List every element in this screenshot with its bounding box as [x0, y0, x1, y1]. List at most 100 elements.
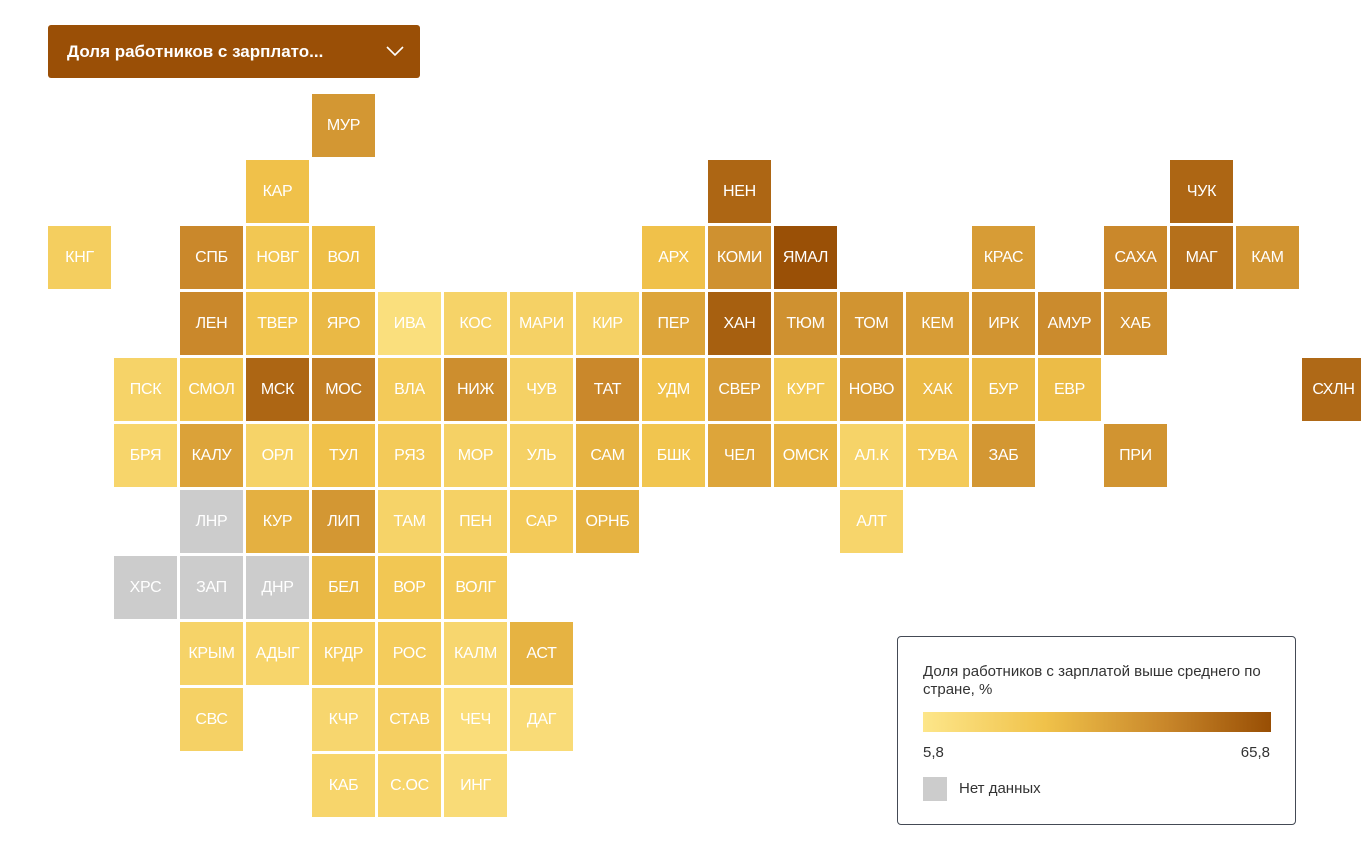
region-tile[interactable]: БЕЛ [312, 556, 375, 619]
region-tile[interactable]: САР [510, 490, 573, 553]
region-tile[interactable]: САХА [1104, 226, 1167, 289]
region-tile[interactable]: СТАВ [378, 688, 441, 751]
region-tile[interactable]: ТАМ [378, 490, 441, 553]
region-tile[interactable]: ЕВР [1038, 358, 1101, 421]
region-tile[interactable]: НОВГ [246, 226, 309, 289]
region-tile[interactable]: МОС [312, 358, 375, 421]
region-tile[interactable]: ЛЕН [180, 292, 243, 355]
region-tile[interactable]: БУР [972, 358, 1035, 421]
region-tile[interactable]: МАРИ [510, 292, 573, 355]
region-tile[interactable]: КОС [444, 292, 507, 355]
region-tile[interactable]: ЧЕЛ [708, 424, 771, 487]
region-tile[interactable]: ПЕН [444, 490, 507, 553]
region-tile[interactable]: КАЛМ [444, 622, 507, 685]
region-tile[interactable]: ЗАБ [972, 424, 1035, 487]
region-tile[interactable]: ОРНБ [576, 490, 639, 553]
region-tile[interactable]: МОР [444, 424, 507, 487]
legend-gradient-bar [923, 712, 1271, 732]
region-tile[interactable]: ЗАП [180, 556, 243, 619]
region-tile[interactable]: ЧУВ [510, 358, 573, 421]
region-tile[interactable]: КАР [246, 160, 309, 223]
region-tile[interactable]: ТВЕР [246, 292, 309, 355]
region-tile[interactable]: АСТ [510, 622, 573, 685]
region-tile[interactable]: АЛТ [840, 490, 903, 553]
region-tile[interactable]: ЧЕЧ [444, 688, 507, 751]
region-tile[interactable]: ВОЛ [312, 226, 375, 289]
region-tile[interactable]: КНГ [48, 226, 111, 289]
region-tile[interactable]: ВОЛГ [444, 556, 507, 619]
region-tile[interactable]: ЛНР [180, 490, 243, 553]
legend-max-label: 65,8 [1240, 744, 1270, 761]
legend-title: Доля работников с зарплатой выше среднег… [923, 663, 1261, 698]
region-tile[interactable]: НЕН [708, 160, 771, 223]
indicator-dropdown[interactable]: Доля работников с зарплато... [48, 25, 420, 78]
region-tile[interactable]: БРЯ [114, 424, 177, 487]
region-tile[interactable]: КРАС [972, 226, 1035, 289]
region-tile[interactable]: СМОЛ [180, 358, 243, 421]
region-tile[interactable]: НОВО [840, 358, 903, 421]
region-tile[interactable]: АДЫГ [246, 622, 309, 685]
region-tile[interactable]: КУРГ [774, 358, 837, 421]
region-tile[interactable]: СВС [180, 688, 243, 751]
region-tile[interactable]: НИЖ [444, 358, 507, 421]
region-tile[interactable]: ДАГ [510, 688, 573, 751]
region-tile[interactable]: ОРЛ [246, 424, 309, 487]
region-tile[interactable]: КРДР [312, 622, 375, 685]
chevron-down-icon [370, 46, 420, 57]
region-tile[interactable]: УЛЬ [510, 424, 573, 487]
region-tile[interactable]: СХЛН [1302, 358, 1361, 421]
region-tile[interactable]: ПРИ [1104, 424, 1167, 487]
region-tile[interactable]: ХАБ [1104, 292, 1167, 355]
region-tile[interactable]: МАГ [1170, 226, 1233, 289]
region-tile[interactable]: МСК [246, 358, 309, 421]
region-tile[interactable]: КИР [576, 292, 639, 355]
region-tile[interactable]: ЯРО [312, 292, 375, 355]
region-tile[interactable]: УДМ [642, 358, 705, 421]
region-tile[interactable]: ХАК [906, 358, 969, 421]
region-tile[interactable]: ЯМАЛ [774, 226, 837, 289]
region-tile[interactable]: КОМИ [708, 226, 771, 289]
region-tile[interactable]: СПБ [180, 226, 243, 289]
no-data-swatch [923, 777, 947, 801]
region-tile[interactable]: КЕМ [906, 292, 969, 355]
legend: Доля работников с зарплатой выше среднег… [897, 636, 1296, 825]
region-tile[interactable]: СВЕР [708, 358, 771, 421]
region-tile[interactable]: ИРК [972, 292, 1035, 355]
region-tile[interactable]: С.ОС [378, 754, 441, 817]
region-tile[interactable]: ИНГ [444, 754, 507, 817]
region-tile[interactable]: ОМСК [774, 424, 837, 487]
region-tile[interactable]: КАБ [312, 754, 375, 817]
region-tile[interactable]: АМУР [1038, 292, 1101, 355]
region-tile[interactable]: АЛ.К [840, 424, 903, 487]
region-tile[interactable]: ВЛА [378, 358, 441, 421]
region-tile[interactable]: БШК [642, 424, 705, 487]
region-tile[interactable]: АРХ [642, 226, 705, 289]
dropdown-label: Доля работников с зарплато... [67, 41, 324, 61]
region-tile[interactable]: РОС [378, 622, 441, 685]
legend-min-label: 5,8 [923, 744, 944, 761]
region-tile[interactable]: КАЛУ [180, 424, 243, 487]
region-tile[interactable]: КРЫМ [180, 622, 243, 685]
region-tile[interactable]: ЧУК [1170, 160, 1233, 223]
no-data-label: Нет данных [959, 780, 1041, 797]
region-tile[interactable]: РЯЗ [378, 424, 441, 487]
region-tile[interactable]: ХРС [114, 556, 177, 619]
region-tile[interactable]: ТУЛ [312, 424, 375, 487]
region-tile[interactable]: ИВА [378, 292, 441, 355]
region-tile[interactable]: КЧР [312, 688, 375, 751]
region-tile[interactable]: ТЮМ [774, 292, 837, 355]
region-tile[interactable]: ЛИП [312, 490, 375, 553]
region-tile[interactable]: САМ [576, 424, 639, 487]
region-tile[interactable]: ХАН [708, 292, 771, 355]
region-tile[interactable]: КУР [246, 490, 309, 553]
region-tile[interactable]: КАМ [1236, 226, 1299, 289]
region-tile[interactable]: ТУВА [906, 424, 969, 487]
region-tile[interactable]: ПСК [114, 358, 177, 421]
region-tile[interactable]: ТАТ [576, 358, 639, 421]
region-tile[interactable]: ТОМ [840, 292, 903, 355]
region-tile[interactable]: МУР [312, 94, 375, 157]
region-tile[interactable]: ПЕР [642, 292, 705, 355]
region-tile[interactable]: ВОР [378, 556, 441, 619]
region-tile[interactable]: ДНР [246, 556, 309, 619]
